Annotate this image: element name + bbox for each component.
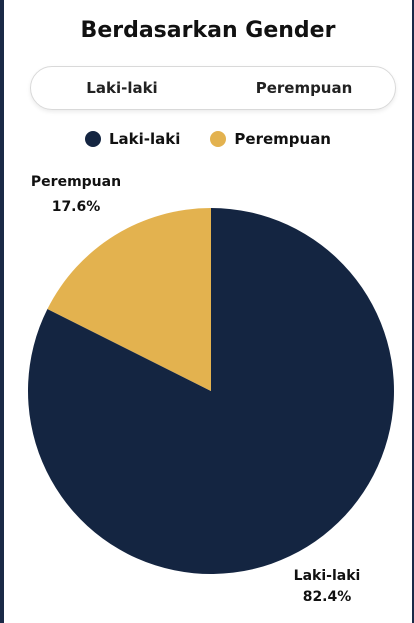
legend-label-perempuan: Perempuan — [234, 130, 331, 148]
legend-item-perempuan[interactable]: Perempuan — [210, 130, 331, 148]
pie-chart: Perempuan 17.6% Laki-laki 82.4% — [28, 174, 395, 605]
toggle-laki-laki[interactable]: Laki-laki — [86, 79, 158, 97]
slice-label-laki-laki-name: Laki-laki — [294, 568, 361, 584]
pie-slice-laki-laki[interactable] — [28, 208, 395, 574]
gender-toggle[interactable]: Laki-laki Perempuan — [30, 66, 396, 110]
legend-swatch-perempuan — [210, 131, 227, 147]
chart-title: Berdasarkan Gender — [80, 18, 336, 43]
slice-label-laki-laki-value: 82.4% — [303, 589, 352, 605]
legend-item-laki-laki[interactable]: Laki-laki — [85, 130, 180, 148]
chart-legend: Laki-laki Perempuan — [4, 130, 412, 148]
chart-card: Berdasarkan Gender Laki-laki Perempuan L… — [4, 0, 412, 623]
legend-label-laki-laki: Laki-laki — [109, 130, 181, 148]
slice-label-perempuan-name: Perempuan — [31, 174, 121, 190]
slice-label-perempuan-value: 17.6% — [52, 199, 101, 215]
pie-slice-perempuan[interactable] — [47, 208, 212, 391]
legend-swatch-laki-laki — [85, 131, 101, 147]
toggle-perempuan[interactable]: Perempuan — [255, 79, 353, 97]
